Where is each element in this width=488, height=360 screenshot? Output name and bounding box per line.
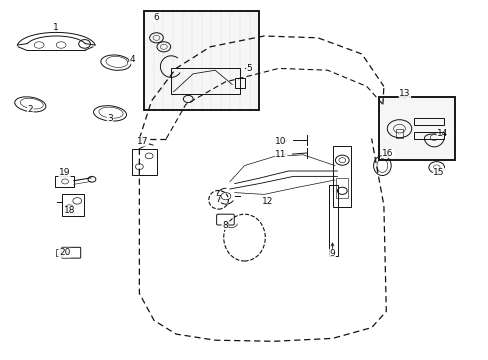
- Bar: [55, 176, 74, 187]
- Bar: [413, 118, 443, 125]
- Text: 1: 1: [53, 22, 59, 31]
- Bar: [132, 149, 157, 175]
- Text: 17: 17: [137, 137, 148, 146]
- Bar: [328, 185, 337, 256]
- Text: 12: 12: [262, 197, 273, 206]
- Bar: [378, 97, 454, 160]
- Text: 5: 5: [246, 64, 252, 73]
- Text: 7: 7: [214, 195, 220, 204]
- Bar: [395, 129, 402, 138]
- Text: 19: 19: [59, 168, 70, 177]
- Bar: [61, 194, 83, 216]
- Text: 9: 9: [329, 249, 335, 258]
- Text: 4: 4: [129, 55, 135, 64]
- Bar: [171, 68, 239, 94]
- Text: 13: 13: [398, 89, 410, 98]
- Bar: [378, 97, 454, 160]
- Text: 20: 20: [59, 248, 70, 257]
- Text: 16: 16: [381, 149, 393, 158]
- Text: 8: 8: [222, 220, 227, 230]
- Text: 14: 14: [436, 129, 447, 138]
- Bar: [234, 78, 245, 88]
- Text: 15: 15: [432, 168, 444, 177]
- Text: 6: 6: [153, 13, 159, 22]
- Bar: [144, 11, 259, 110]
- Bar: [144, 11, 259, 110]
- Bar: [336, 178, 347, 198]
- Text: 3: 3: [107, 114, 113, 123]
- Text: 18: 18: [63, 206, 75, 215]
- Text: 2: 2: [27, 105, 33, 114]
- Text: 10: 10: [275, 136, 286, 145]
- Text: 11: 11: [275, 150, 286, 158]
- Bar: [413, 132, 443, 139]
- Bar: [333, 146, 350, 207]
- Bar: [56, 249, 63, 256]
